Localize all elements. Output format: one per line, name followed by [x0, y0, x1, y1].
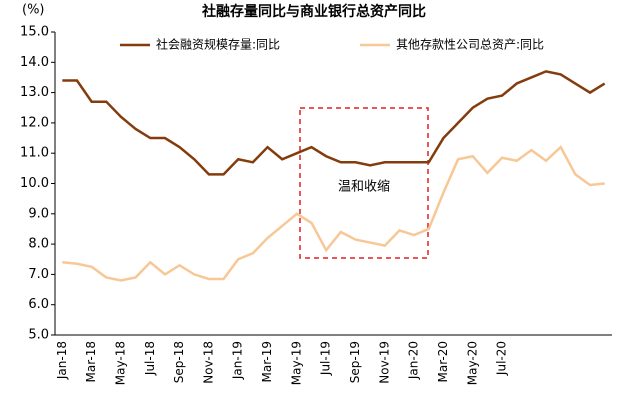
x-tick-label: Jan-20: [407, 341, 421, 380]
y-tick-label: 7.0: [28, 267, 49, 282]
y-tick-label: 10.0: [20, 176, 49, 191]
legend-label: 社会融资规模存量:同比: [156, 37, 280, 52]
x-tick-label: Sep-19: [348, 341, 362, 383]
x-tick-label: Mar-20: [436, 341, 450, 382]
x-tick-label: Mar-18: [84, 341, 98, 382]
x-tick-label: Jan-18: [55, 341, 69, 380]
y-tick-label: 5.0: [28, 328, 49, 343]
x-tick-label: May-20: [465, 341, 479, 385]
legend-label: 其他存款性公司总资产:同比: [396, 38, 544, 52]
y-axis-label: (%): [22, 3, 45, 18]
x-tick-label: Jul-18: [143, 341, 157, 376]
x-tick-label: Jul-19: [319, 341, 333, 376]
series-line: [62, 70, 606, 176]
annotation: 温和收缩: [338, 179, 390, 195]
x-tick-label: May-19: [289, 341, 303, 385]
annotation-box: [299, 107, 429, 259]
x-tick-label: Jul-20: [495, 341, 509, 376]
x-tick-label: Nov-19: [377, 341, 391, 384]
x-tick-label: Nov-18: [201, 341, 215, 384]
y-tick-label: 13.0: [20, 85, 49, 100]
y-tick-label: 8.0: [28, 237, 49, 252]
x-tick-label: May-18: [113, 341, 127, 385]
y-tick-label: 11.0: [20, 146, 49, 161]
y-tick-label: 6.0: [28, 297, 49, 312]
y-tick-label: 14.0: [20, 55, 49, 70]
chart-title: 社融存量同比与商业银行总资产同比: [201, 3, 426, 20]
y-tick-label: 15.0: [20, 25, 49, 40]
y-tick-label: 12.0: [20, 115, 49, 130]
series-line: [62, 145, 605, 282]
x-tick-label: Jan-19: [231, 341, 245, 380]
y-tick-label: 9.0: [28, 206, 49, 221]
x-tick-label: Sep-18: [172, 341, 186, 383]
x-tick-label: Mar-19: [260, 341, 274, 382]
